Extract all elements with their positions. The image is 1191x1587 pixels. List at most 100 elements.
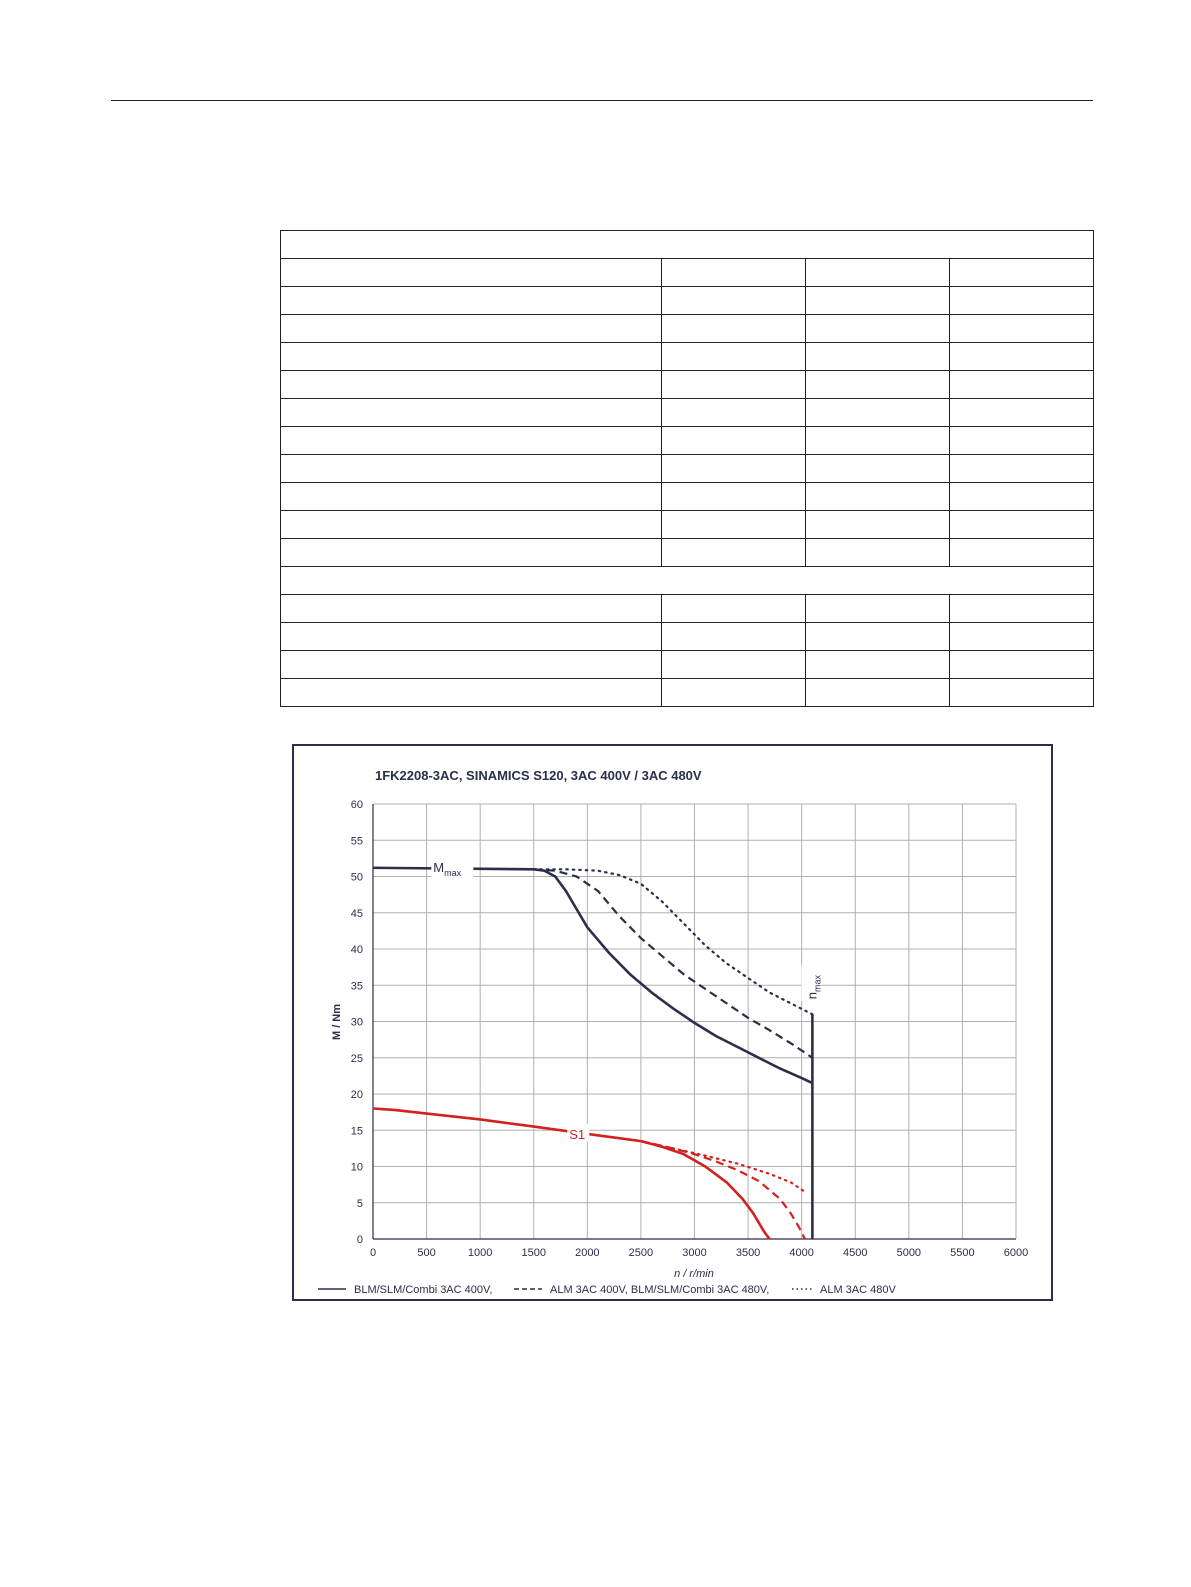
series-line-mmax-dashed [533,868,814,1059]
table-cell [805,650,950,679]
nmax-label-sub: max [812,975,822,993]
table-cell [280,510,662,539]
table-cell [805,622,950,651]
mmax-label-sub: max [444,868,462,878]
y-tick-label: 50 [351,872,363,884]
table-cell [661,286,806,315]
table-cell [949,286,1094,315]
x-tick-label: 0 [370,1247,376,1259]
table-row [280,678,1094,707]
x-tick-label: 1500 [522,1247,546,1259]
x-tick-label: 5500 [950,1247,974,1259]
s1-label-bg [567,1123,590,1142]
table-cell [661,426,806,455]
y-tick-label: 20 [351,1089,363,1101]
table-cell [280,650,662,679]
table-cell [661,314,806,343]
table-section-row [280,566,1094,595]
tick-layer: 0 500 1000 1500 2000 2500 3000 3500 4000 4500 5000… [351,799,1028,1259]
series-line-mmax-solid [372,866,813,1085]
table-cell [661,650,806,679]
table-cell [805,510,950,539]
y-tick-label: 10 [351,1162,363,1174]
table-cell [805,454,950,483]
x-tick-label: 5000 [897,1247,921,1259]
table-cell [280,286,662,315]
table-cell [949,622,1094,651]
table-cell [661,370,806,399]
grid-layer [372,803,1017,1240]
table-cell [280,454,662,483]
table-cell [949,594,1094,623]
table-cell [805,342,950,371]
x-tick-label: 4500 [843,1247,867,1259]
x-tick-label: 2000 [575,1247,599,1259]
table-cell [949,342,1094,371]
table-cell [949,678,1094,707]
legend: BLM/SLM/Combi 3AC 400V, ALM 3AC 400V, BLM… [318,1284,896,1296]
series-line-s1-solid [372,1107,771,1240]
table-cell [280,314,662,343]
table-cell [280,230,1094,259]
x-tick-label: 3500 [736,1247,760,1259]
x-tick-label: 500 [417,1247,435,1259]
table-cell [805,482,950,511]
y-tick-label: 40 [351,944,363,956]
chart-frame: 1FK2208-3AC, SINAMICS S120, 3AC 400V / 3… [292,744,1053,1301]
table-cell [661,538,806,567]
table-row [280,286,1094,315]
table-row [280,510,1094,539]
table-cell [280,678,662,707]
nmax-label-main: n [804,992,819,999]
table-cell [280,622,662,651]
y-tick-label: 0 [357,1234,363,1246]
table-cell [805,426,950,455]
y-tick-label: 55 [351,835,363,847]
table-row [280,650,1094,679]
y-axis-label: M / Nm [331,1004,343,1040]
table-cell [661,398,806,427]
table-cell [661,594,806,623]
table-cell [805,286,950,315]
mmax-label: Mmax [433,860,461,878]
y-tick-label: 15 [351,1125,363,1137]
table-cell [949,538,1094,567]
y-tick-label: 45 [351,908,363,920]
series-line-mmax-dotted [532,868,814,1016]
y-tick-label: 30 [351,1017,363,1029]
x-tick-label: 3000 [682,1247,706,1259]
table-row [280,314,1094,343]
y-tick-label: 60 [351,799,363,811]
torque-speed-chart: 1FK2208-3AC, SINAMICS S120, 3AC 400V / 3… [318,768,1028,1296]
table-row [280,398,1094,427]
y-tick-label: 35 [351,980,363,992]
data-table [280,230,1094,707]
header-rule [111,100,1093,101]
x-tick-label: 4000 [789,1247,813,1259]
legend-label-dotted: ALM 3AC 480V [820,1284,896,1296]
table-cell [280,538,662,567]
series-layer [372,866,814,1240]
y-tick-label: 25 [351,1053,363,1065]
table-cell [280,426,662,455]
table-cell [805,398,950,427]
table-cell [280,258,662,287]
table-cell [661,482,806,511]
table-cell [805,314,950,343]
nmax-label-bg [801,965,822,1002]
table-cell [280,566,1094,595]
table-cell [949,650,1094,679]
table-row [280,594,1094,623]
table-cell [949,258,1094,287]
table-cell [661,342,806,371]
table-cell [805,678,950,707]
table-row [280,370,1094,399]
x-tick-label: 2500 [629,1247,653,1259]
table-row [280,426,1094,455]
legend-label-solid: BLM/SLM/Combi 3AC 400V, [354,1284,492,1296]
table-cell [661,258,806,287]
series-line-s1-dashed [640,1140,806,1240]
table-row [280,258,1094,287]
legend-label-dashed: ALM 3AC 400V, BLM/SLM/Combi 3AC 480V, [550,1284,769,1296]
